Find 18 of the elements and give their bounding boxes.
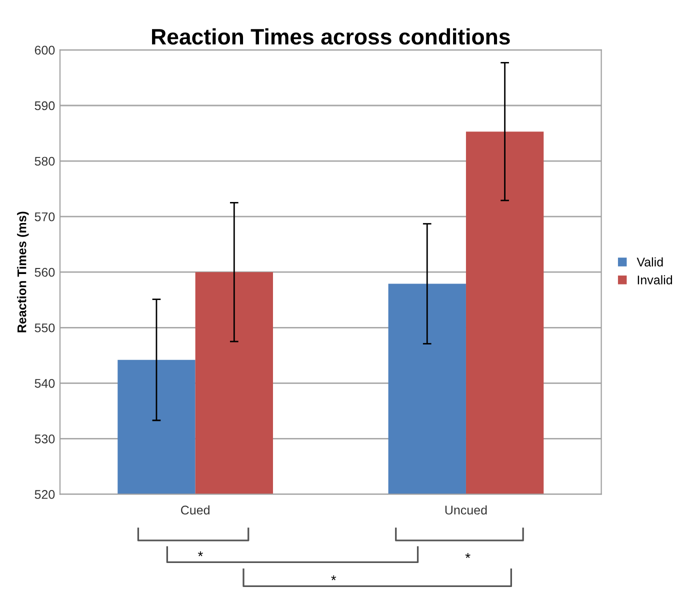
- y-tick-label: 550: [34, 323, 55, 332]
- y-axis-title: Reaction Times (ms): [17, 212, 29, 332]
- x-tick-label: Uncued: [445, 505, 487, 515]
- y-tick-label: 560: [34, 268, 55, 277]
- legend-label: Valid: [636, 257, 663, 267]
- text: *: [198, 551, 203, 556]
- x-tick-label: Cued: [181, 505, 210, 515]
- y-tick-label: 590: [34, 101, 55, 110]
- legend-label: Invalid: [638, 275, 672, 284]
- y-tick-label: 600: [34, 46, 55, 55]
- y-tick-label: 530: [34, 434, 55, 444]
- chart-title: Reaction Times across conditions: [152, 28, 510, 45]
- y-tick-label: 540: [34, 378, 55, 388]
- text: *: [331, 575, 336, 580]
- y-tick-label: 520: [34, 490, 55, 499]
- y-tick-label: 570: [34, 212, 55, 222]
- text: *: [465, 553, 470, 558]
- y-tick-label: 580: [34, 156, 55, 166]
